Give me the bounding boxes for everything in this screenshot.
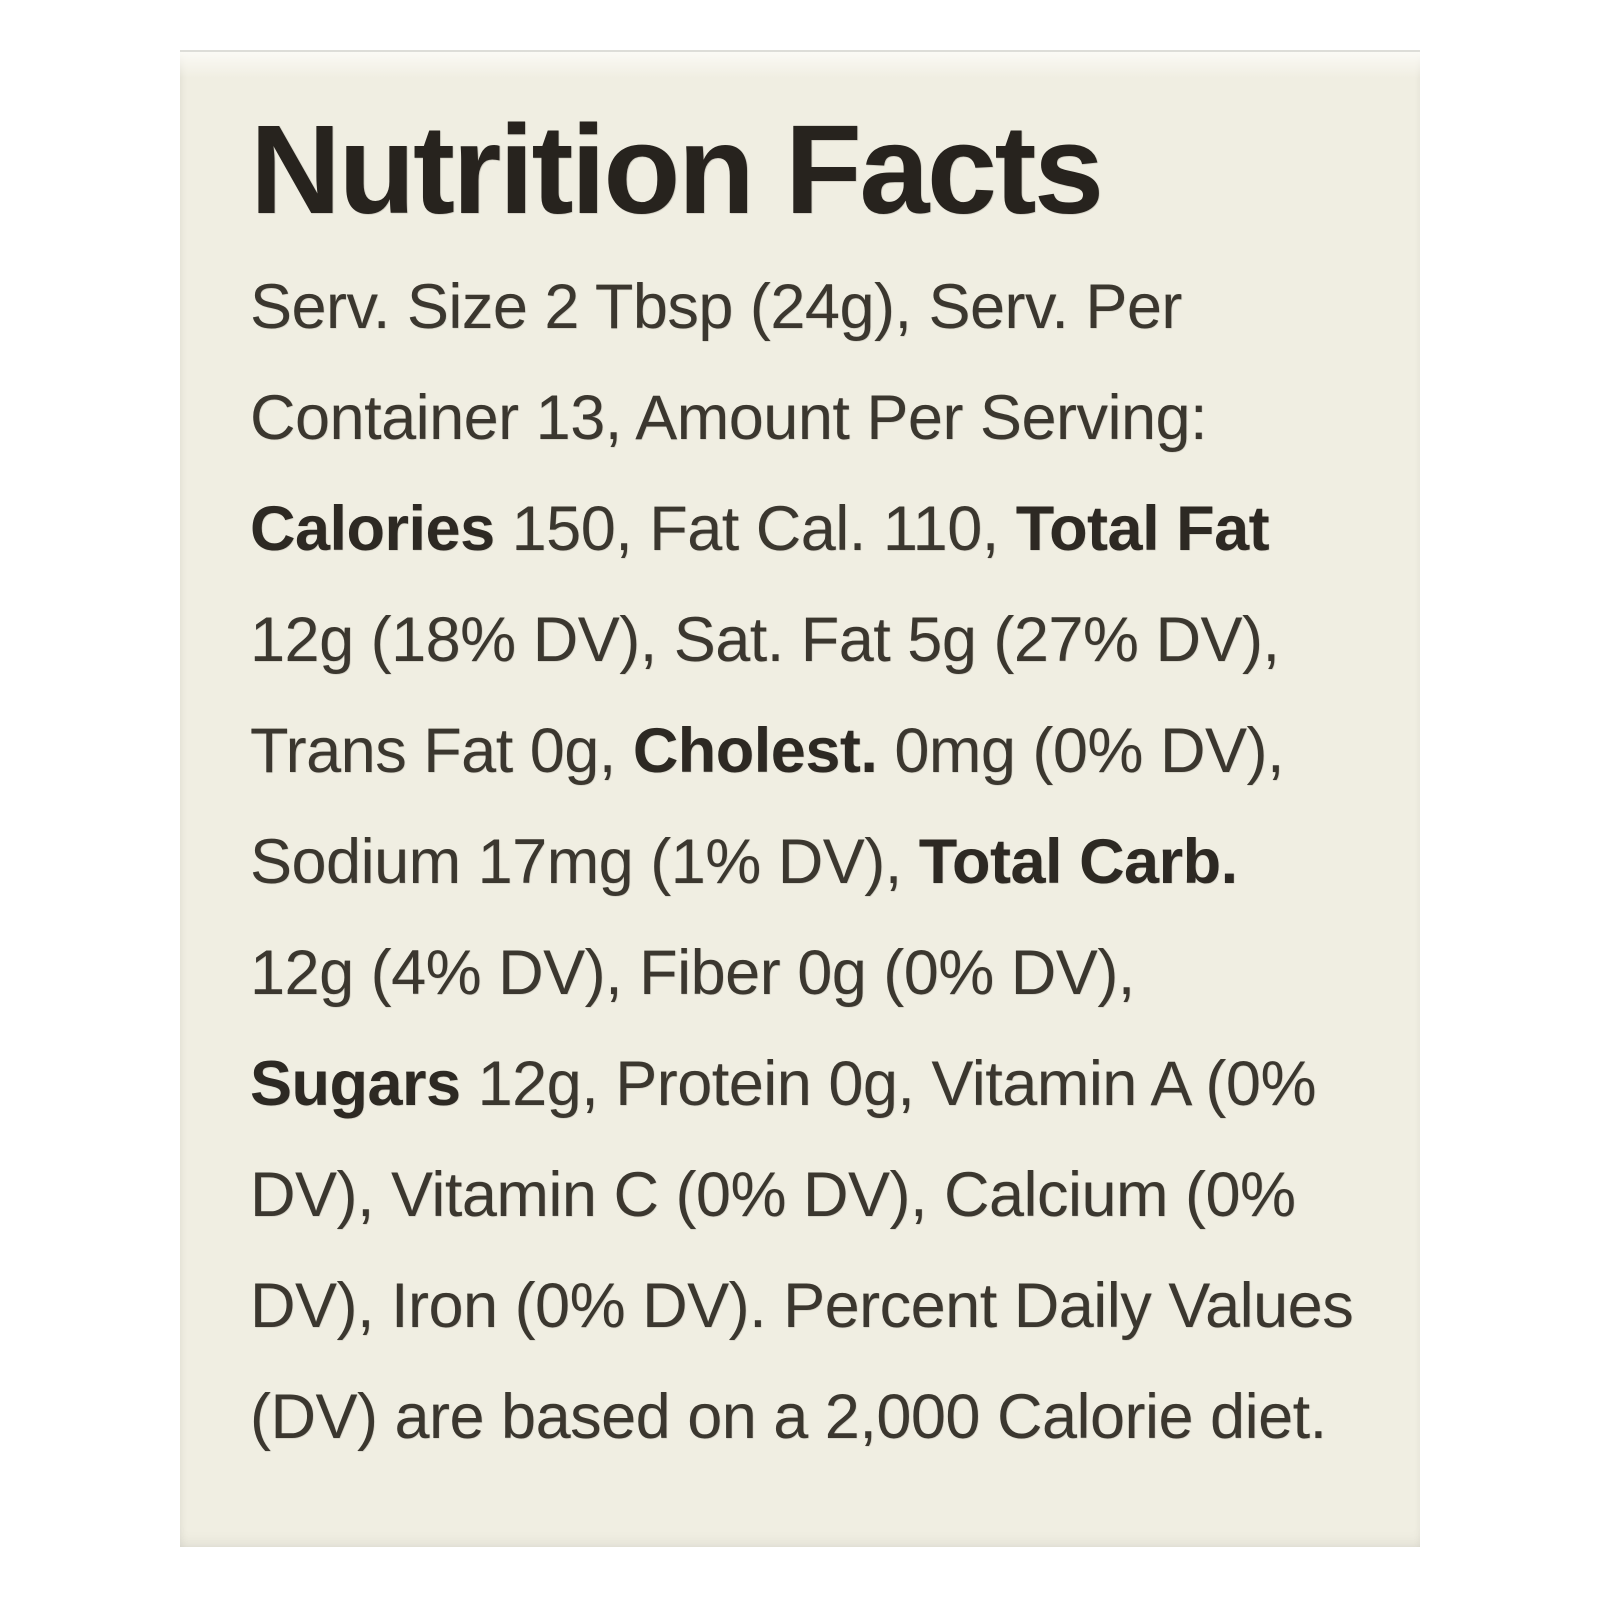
- nutrition-text-run: Sodium 17mg (1% DV),: [250, 827, 919, 897]
- nutrition-text-line: DV), Vitamin C (0% DV), Calcium (0%: [250, 1140, 1420, 1251]
- nutrition-text-block: Serv. Size 2 Tbsp (24g), Serv. Per Contai…: [250, 252, 1420, 1473]
- nutrition-text-line: Sodium 17mg (1% DV), Total Carb.: [250, 807, 1420, 918]
- nutrition-text-run: 12g (18% DV), Sat. Fat 5g (27% DV),: [250, 605, 1280, 675]
- nutrition-text-run: 0mg (0% DV),: [877, 716, 1284, 786]
- nutrition-label: Nutrition Facts Serv. Size 2 Tbsp (24g),…: [180, 50, 1420, 1547]
- nutrition-facts-title: Nutrition Facts: [250, 99, 1104, 240]
- nutrition-text-run: DV), Iron (0% DV). Percent Daily Values: [250, 1271, 1354, 1341]
- nutrition-text-run: Serv. Size 2 Tbsp (24g), Serv. Per: [250, 272, 1182, 342]
- nutrition-text-run: Container 13, Amount Per Serving:: [250, 383, 1208, 453]
- nutrition-text-line: Sugars 12g, Protein 0g, Vitamin A (0%: [250, 1029, 1420, 1140]
- nutrition-text-run: 12g, Protein 0g, Vitamin A (0%: [460, 1049, 1317, 1119]
- nutrition-text-line: 12g (4% DV), Fiber 0g (0% DV),: [250, 918, 1420, 1029]
- nutrient-name-bold: Total Carb.: [918, 827, 1238, 897]
- nutrition-text-run: DV), Vitamin C (0% DV), Calcium (0%: [250, 1160, 1296, 1230]
- nutrition-text-line: Calories 150, Fat Cal. 110, Total Fat: [250, 474, 1420, 585]
- nutrition-text-run: Trans Fat 0g,: [250, 716, 633, 786]
- nutrition-text-line: DV), Iron (0% DV). Percent Daily Values: [250, 1251, 1420, 1362]
- nutrition-text-run: 150, Fat Cal. 110,: [494, 494, 1016, 564]
- nutrition-text-line: Trans Fat 0g, Cholest. 0mg (0% DV),: [250, 696, 1420, 807]
- nutrition-text-line: 12g (18% DV), Sat. Fat 5g (27% DV),: [250, 585, 1420, 696]
- nutrition-text-line: Container 13, Amount Per Serving:: [250, 363, 1420, 474]
- nutrition-text-line: Serv. Size 2 Tbsp (24g), Serv. Per: [250, 252, 1420, 363]
- nutrition-text-run: 12g (4% DV), Fiber 0g (0% DV),: [250, 938, 1135, 1008]
- nutrient-name-bold: Cholest.: [632, 716, 878, 786]
- nutrition-text-line: (DV) are based on a 2,000 Calorie diet.: [250, 1362, 1420, 1473]
- nutrient-name-bold: Sugars: [250, 1049, 461, 1119]
- nutrient-name-bold: Total Fat: [1015, 494, 1270, 564]
- nutrition-text-run: (DV) are based on a 2,000 Calorie diet.: [250, 1382, 1327, 1452]
- nutrient-name-bold: Calories: [250, 494, 495, 564]
